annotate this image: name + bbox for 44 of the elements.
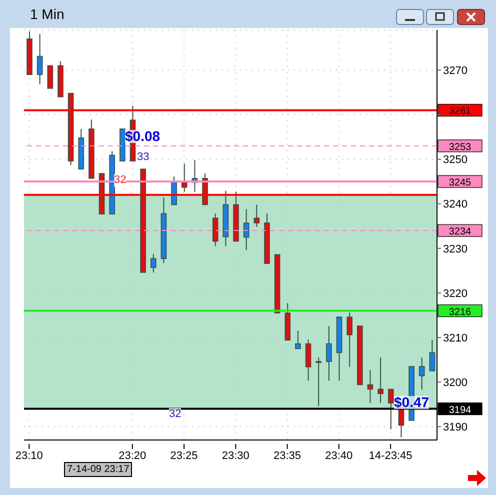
text: 7-14-09 23:17 [64,462,132,477]
x-tick-label: 23:30 [222,450,250,462]
y-tick-label: 3240 [443,198,468,211]
candlestick [429,339,436,372]
y-tick-label: 3270 [443,65,468,78]
candlestick [388,388,394,430]
x-tick-label: 23:20 [118,450,146,462]
chart-title: 1 Min [30,6,64,22]
x-tick-label: 23:25 [170,450,198,462]
y-tick-label: 3220 [443,288,468,300]
x-tick-label: 14-23:45 [368,450,412,462]
candlestick [47,65,54,89]
ref-line-label: 3194 [448,404,472,416]
x-tick-label: 23:35 [274,450,302,462]
ref-line-label: 3253 [448,142,472,153]
ref-line-label: 3234 [448,226,472,238]
annotation: 32 [169,408,182,421]
x-tick-label: 23:40 [325,450,353,462]
ref-line-label: 3245 [448,178,472,189]
candlestick [378,357,384,404]
candlestick [295,330,301,350]
candlestick [150,254,156,273]
candlestick [305,339,312,382]
candlestick [243,208,250,251]
y-tick-label: 3200 [443,376,468,389]
candlestick [316,357,322,407]
candlestick [36,34,43,85]
annotation: 33 [137,151,150,164]
y-tick-label: 3190 [443,422,468,434]
candlestick [254,204,260,228]
y-tick-label: 3250 [443,154,468,166]
annotation: $0.47 [394,394,430,410]
candlestick [367,370,374,404]
ref-line-label: 3261 [448,106,472,118]
x-tick-label: 23:10 [15,450,43,462]
y-tick-label: 3230 [443,243,468,256]
candlestick [326,325,332,382]
candlestick [418,357,425,390]
annotation: 32 [114,174,126,187]
ref-line-label: 3216 [448,306,472,318]
candlestick [212,213,218,247]
annotation: $0.08 [125,128,160,144]
y-tick-label: 3210 [443,332,468,344]
candlestick [346,312,352,368]
